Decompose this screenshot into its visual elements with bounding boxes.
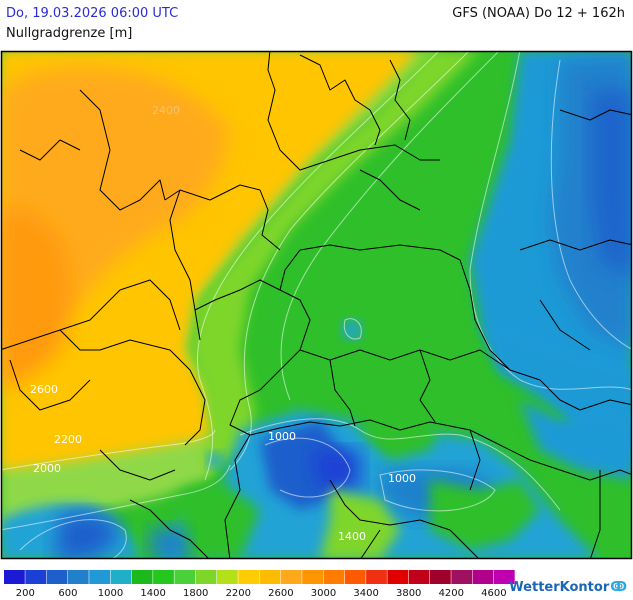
legend-swatch [131, 570, 153, 584]
legend-swatch [153, 570, 174, 584]
contour-label: 2000 [33, 462, 61, 475]
legend-swatch [195, 570, 217, 584]
legend-swatch [323, 570, 345, 584]
legend-label: 200 [16, 588, 35, 599]
legend-label: 600 [58, 588, 77, 599]
legend-swatch [387, 570, 409, 584]
legend-swatch [451, 570, 473, 584]
brand-name: WetterKontor [509, 580, 610, 595]
map-frame [0, 50, 633, 560]
legend-label: 4600 [481, 588, 506, 599]
legend-swatch [344, 570, 366, 584]
contour-label: 2600 [30, 383, 58, 396]
color-field [2, 52, 631, 558]
wetterkontor-logo: WetterKontorↂ [509, 580, 627, 595]
legend-swatch [46, 570, 68, 584]
legend-swatch [280, 570, 302, 584]
legend-swatch [430, 570, 451, 584]
legend-label: 2600 [268, 588, 293, 599]
contour-label: 2400 [152, 104, 180, 117]
legend-label: 3800 [396, 588, 421, 599]
legend-label: 1400 [140, 588, 165, 599]
contour-label-group: 2400 2600 2200 2000 1000 1000 1400 [30, 104, 416, 543]
brand-mark-icon: ↂ [610, 580, 627, 595]
legend-swatch [110, 570, 132, 584]
forecast-datetime: Do, 19.03.2026 06:00 UTC [6, 6, 179, 21]
legend-swatch [408, 570, 430, 584]
contour-label: 1000 [268, 430, 296, 443]
color-legend: 200 600 1000 1400 1800 2200 2600 3000 3400 3800 42… [4, 570, 515, 599]
contour-label: 1400 [338, 530, 366, 543]
legend-swatch [25, 570, 47, 584]
legend-label: 3400 [353, 588, 378, 599]
model-run-label: GFS (NOAA) Do 12 + 162h [452, 6, 625, 21]
parameter-title: Nullgradgrenze [m] [6, 26, 133, 41]
legend-swatch [259, 570, 281, 584]
legend-swatch [89, 570, 110, 584]
legend-swatch [472, 570, 494, 584]
legend-swatch [366, 570, 387, 584]
contour-label: 2200 [54, 433, 82, 446]
legend-label: 1000 [98, 588, 123, 599]
legend-label: 2200 [226, 588, 251, 599]
legend-swatch [4, 570, 25, 584]
country-borders [2, 52, 631, 558]
legend-label: 1800 [183, 588, 208, 599]
contour-lines [2, 52, 631, 558]
legend-swatches [4, 570, 515, 584]
legend-label: 4200 [439, 588, 464, 599]
contour-label: 1000 [388, 472, 416, 485]
freezing-level-map: 2400 2600 2200 2000 1000 1000 1400 [0, 50, 633, 560]
legend-swatch [217, 570, 238, 584]
legend-swatch [302, 570, 323, 584]
legend-labels: 200 600 1000 1400 1800 2200 2600 3000 3400 3800 42… [16, 588, 507, 599]
legend-swatch [174, 570, 196, 584]
legend-swatch [238, 570, 260, 584]
legend-swatch [493, 570, 515, 584]
legend-label: 3000 [311, 588, 336, 599]
legend-swatch [67, 570, 89, 584]
